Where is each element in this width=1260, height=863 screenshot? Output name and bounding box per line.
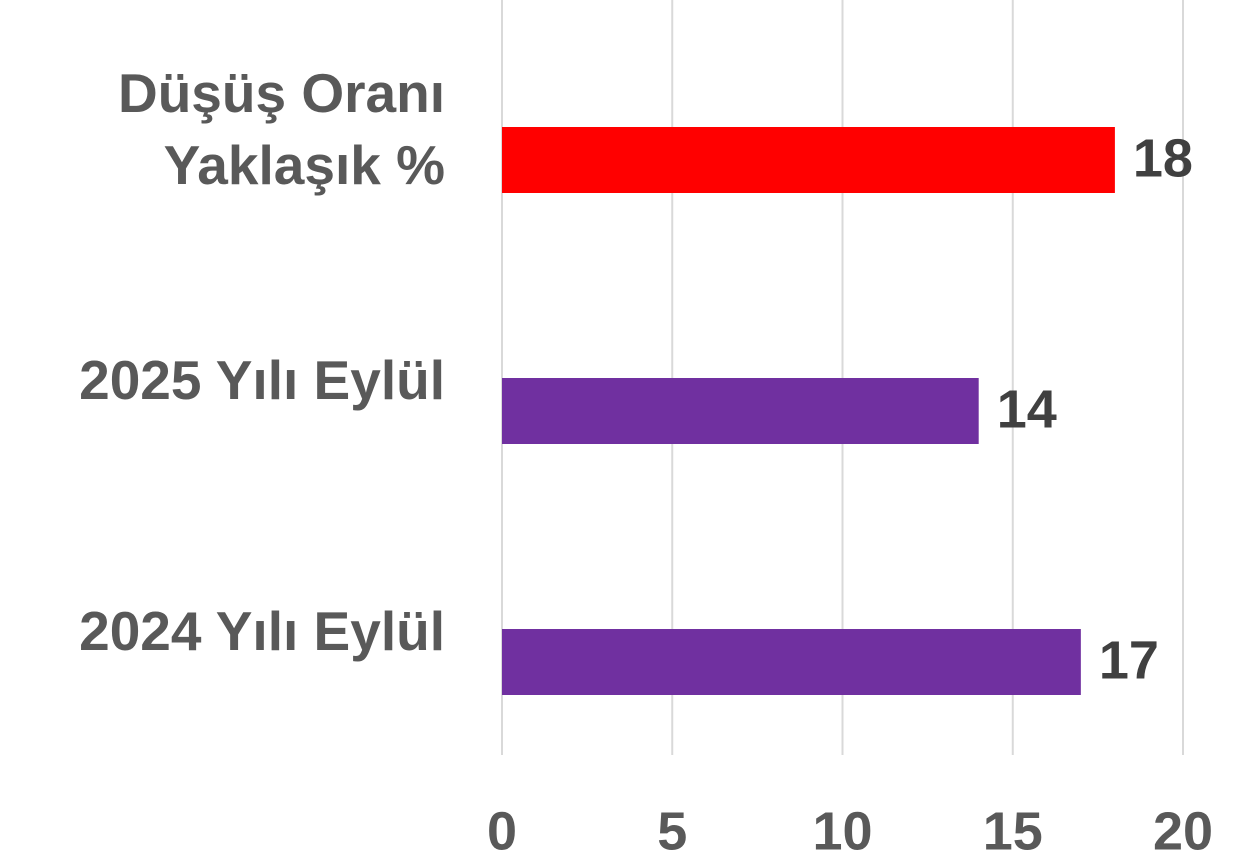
bar xyxy=(502,127,1115,193)
x-tick-label: 0 xyxy=(487,801,517,861)
y-tick-label: 2025 Yılı Eylül xyxy=(79,349,445,411)
data-label: 14 xyxy=(997,379,1057,439)
x-tick-label: 15 xyxy=(983,801,1043,861)
y-tick-label: Düşüş Oranı Yaklaşık % xyxy=(117,62,445,196)
data-label: 18 xyxy=(1133,128,1193,188)
bar xyxy=(502,378,979,444)
x-tick-label: 5 xyxy=(657,801,687,861)
x-tick-label: 20 xyxy=(1153,801,1213,861)
bar xyxy=(502,629,1081,695)
x-tick-label: 10 xyxy=(812,801,872,861)
data-label: 17 xyxy=(1099,630,1159,690)
y-tick-label: 2024 Yılı Eylül xyxy=(79,600,445,662)
